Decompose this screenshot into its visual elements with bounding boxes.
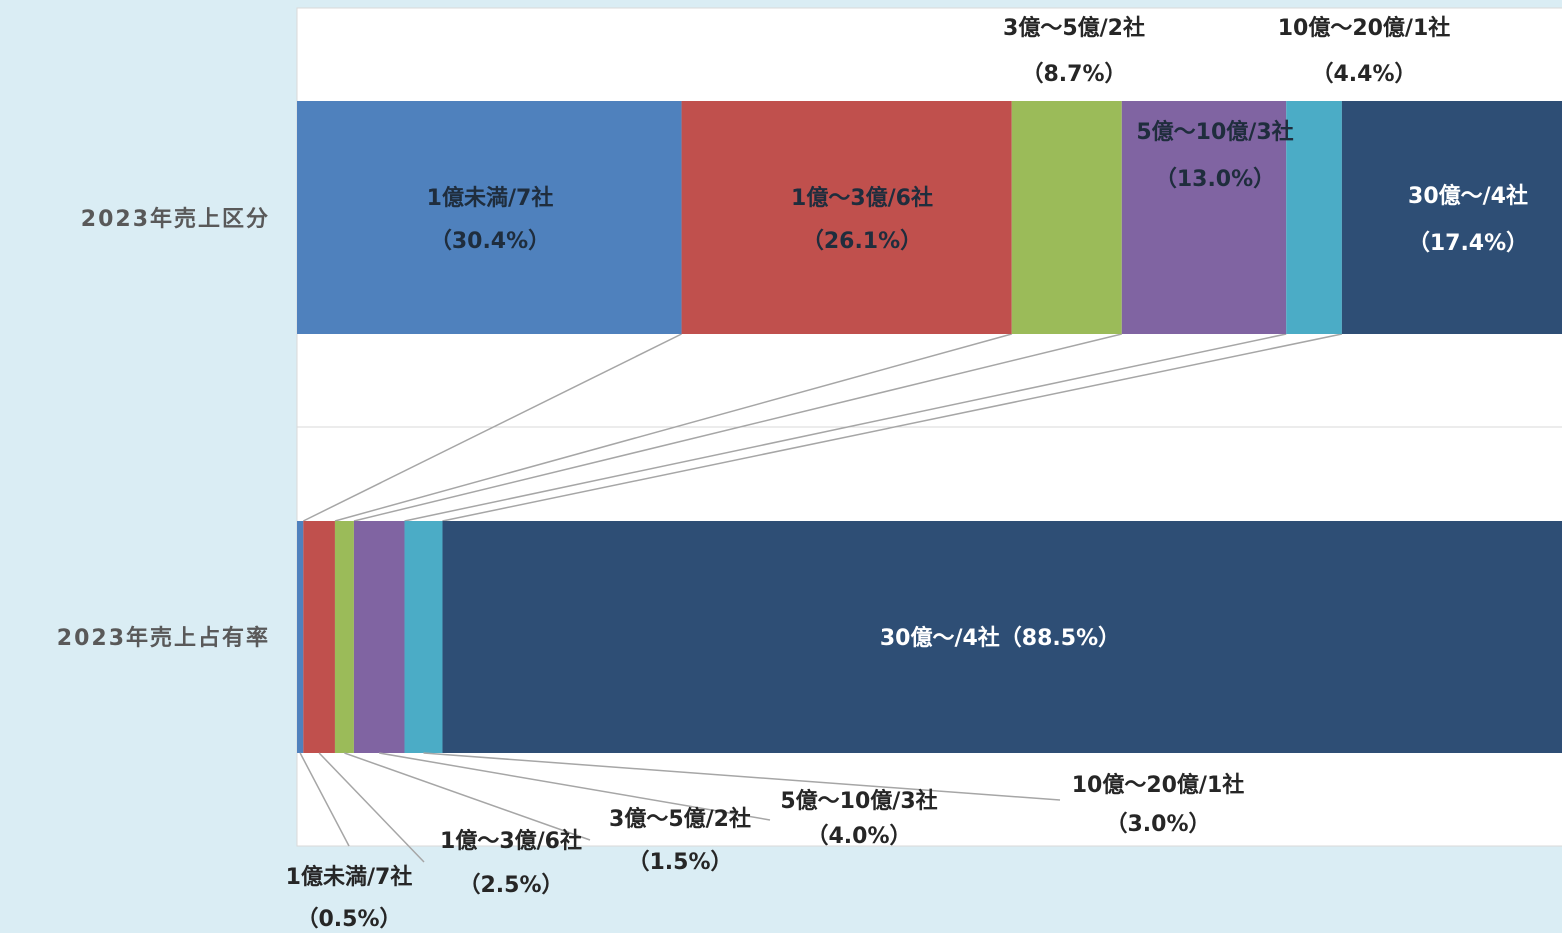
bar-segment — [1341, 101, 1562, 334]
bar-segment — [353, 521, 405, 753]
series-line — [404, 333, 1287, 522]
series-lines — [302, 333, 1343, 522]
data-label: 5億～10億/3社 — [780, 788, 937, 814]
bar-segment — [303, 521, 335, 753]
series-line — [353, 333, 1122, 522]
data-label: （8.7%） — [1021, 62, 1126, 87]
data-label: （30.4%） — [430, 229, 550, 254]
leader-line — [379, 752, 771, 821]
data-label: （3.0%） — [1105, 812, 1210, 837]
leader-line — [299, 752, 350, 847]
data-label: （0.5%） — [296, 907, 401, 932]
data-label: （1.5%） — [627, 850, 732, 875]
bar-segment — [404, 521, 443, 753]
data-label: 1億未満/7社 — [427, 185, 554, 211]
data-label: （4.0%） — [806, 824, 911, 849]
data-label: （4.4%） — [1311, 62, 1416, 87]
category-label: 2023年売上区分 — [81, 206, 270, 232]
data-label: 10億～20億/1社 — [1278, 15, 1451, 41]
data-label: 1億～3億/6社 — [440, 828, 582, 854]
bars — [297, 101, 1562, 753]
bar-segment — [297, 521, 304, 753]
data-label: 3億～5億/2社 — [1003, 15, 1145, 41]
series-line — [334, 333, 1012, 522]
data-label: 30億～/4社 — [1408, 183, 1528, 209]
category-label: 2023年売上占有率 — [57, 625, 270, 651]
leader-line — [344, 752, 591, 841]
bar-segment — [681, 101, 1012, 334]
bar-segment — [334, 521, 354, 753]
data-label: （2.5%） — [458, 873, 563, 898]
series-line — [302, 333, 682, 522]
bar-segment — [1286, 101, 1342, 334]
data-label: 1億～3億/6社 — [791, 185, 933, 211]
leader-lines — [299, 752, 1061, 863]
leader-line — [318, 752, 425, 863]
data-label: （17.4%） — [1408, 231, 1528, 256]
data-label: （13.0%） — [1155, 167, 1275, 192]
bar-segment — [1011, 101, 1122, 334]
data-label: 5億～10億/3社 — [1136, 119, 1293, 145]
data-label: （26.1%） — [802, 229, 922, 254]
data-label: 3億～5億/2社 — [609, 806, 751, 832]
bar-segment — [442, 521, 1562, 753]
leader-line — [423, 752, 1061, 801]
bar-segment — [297, 101, 682, 334]
bar-segment — [1121, 101, 1287, 334]
data-label: 10億～20億/1社 — [1072, 772, 1245, 798]
data-label: 1億未満/7社 — [286, 864, 413, 890]
data-label: 30億～/4社（88.5%） — [880, 625, 1120, 651]
series-line — [442, 333, 1343, 522]
